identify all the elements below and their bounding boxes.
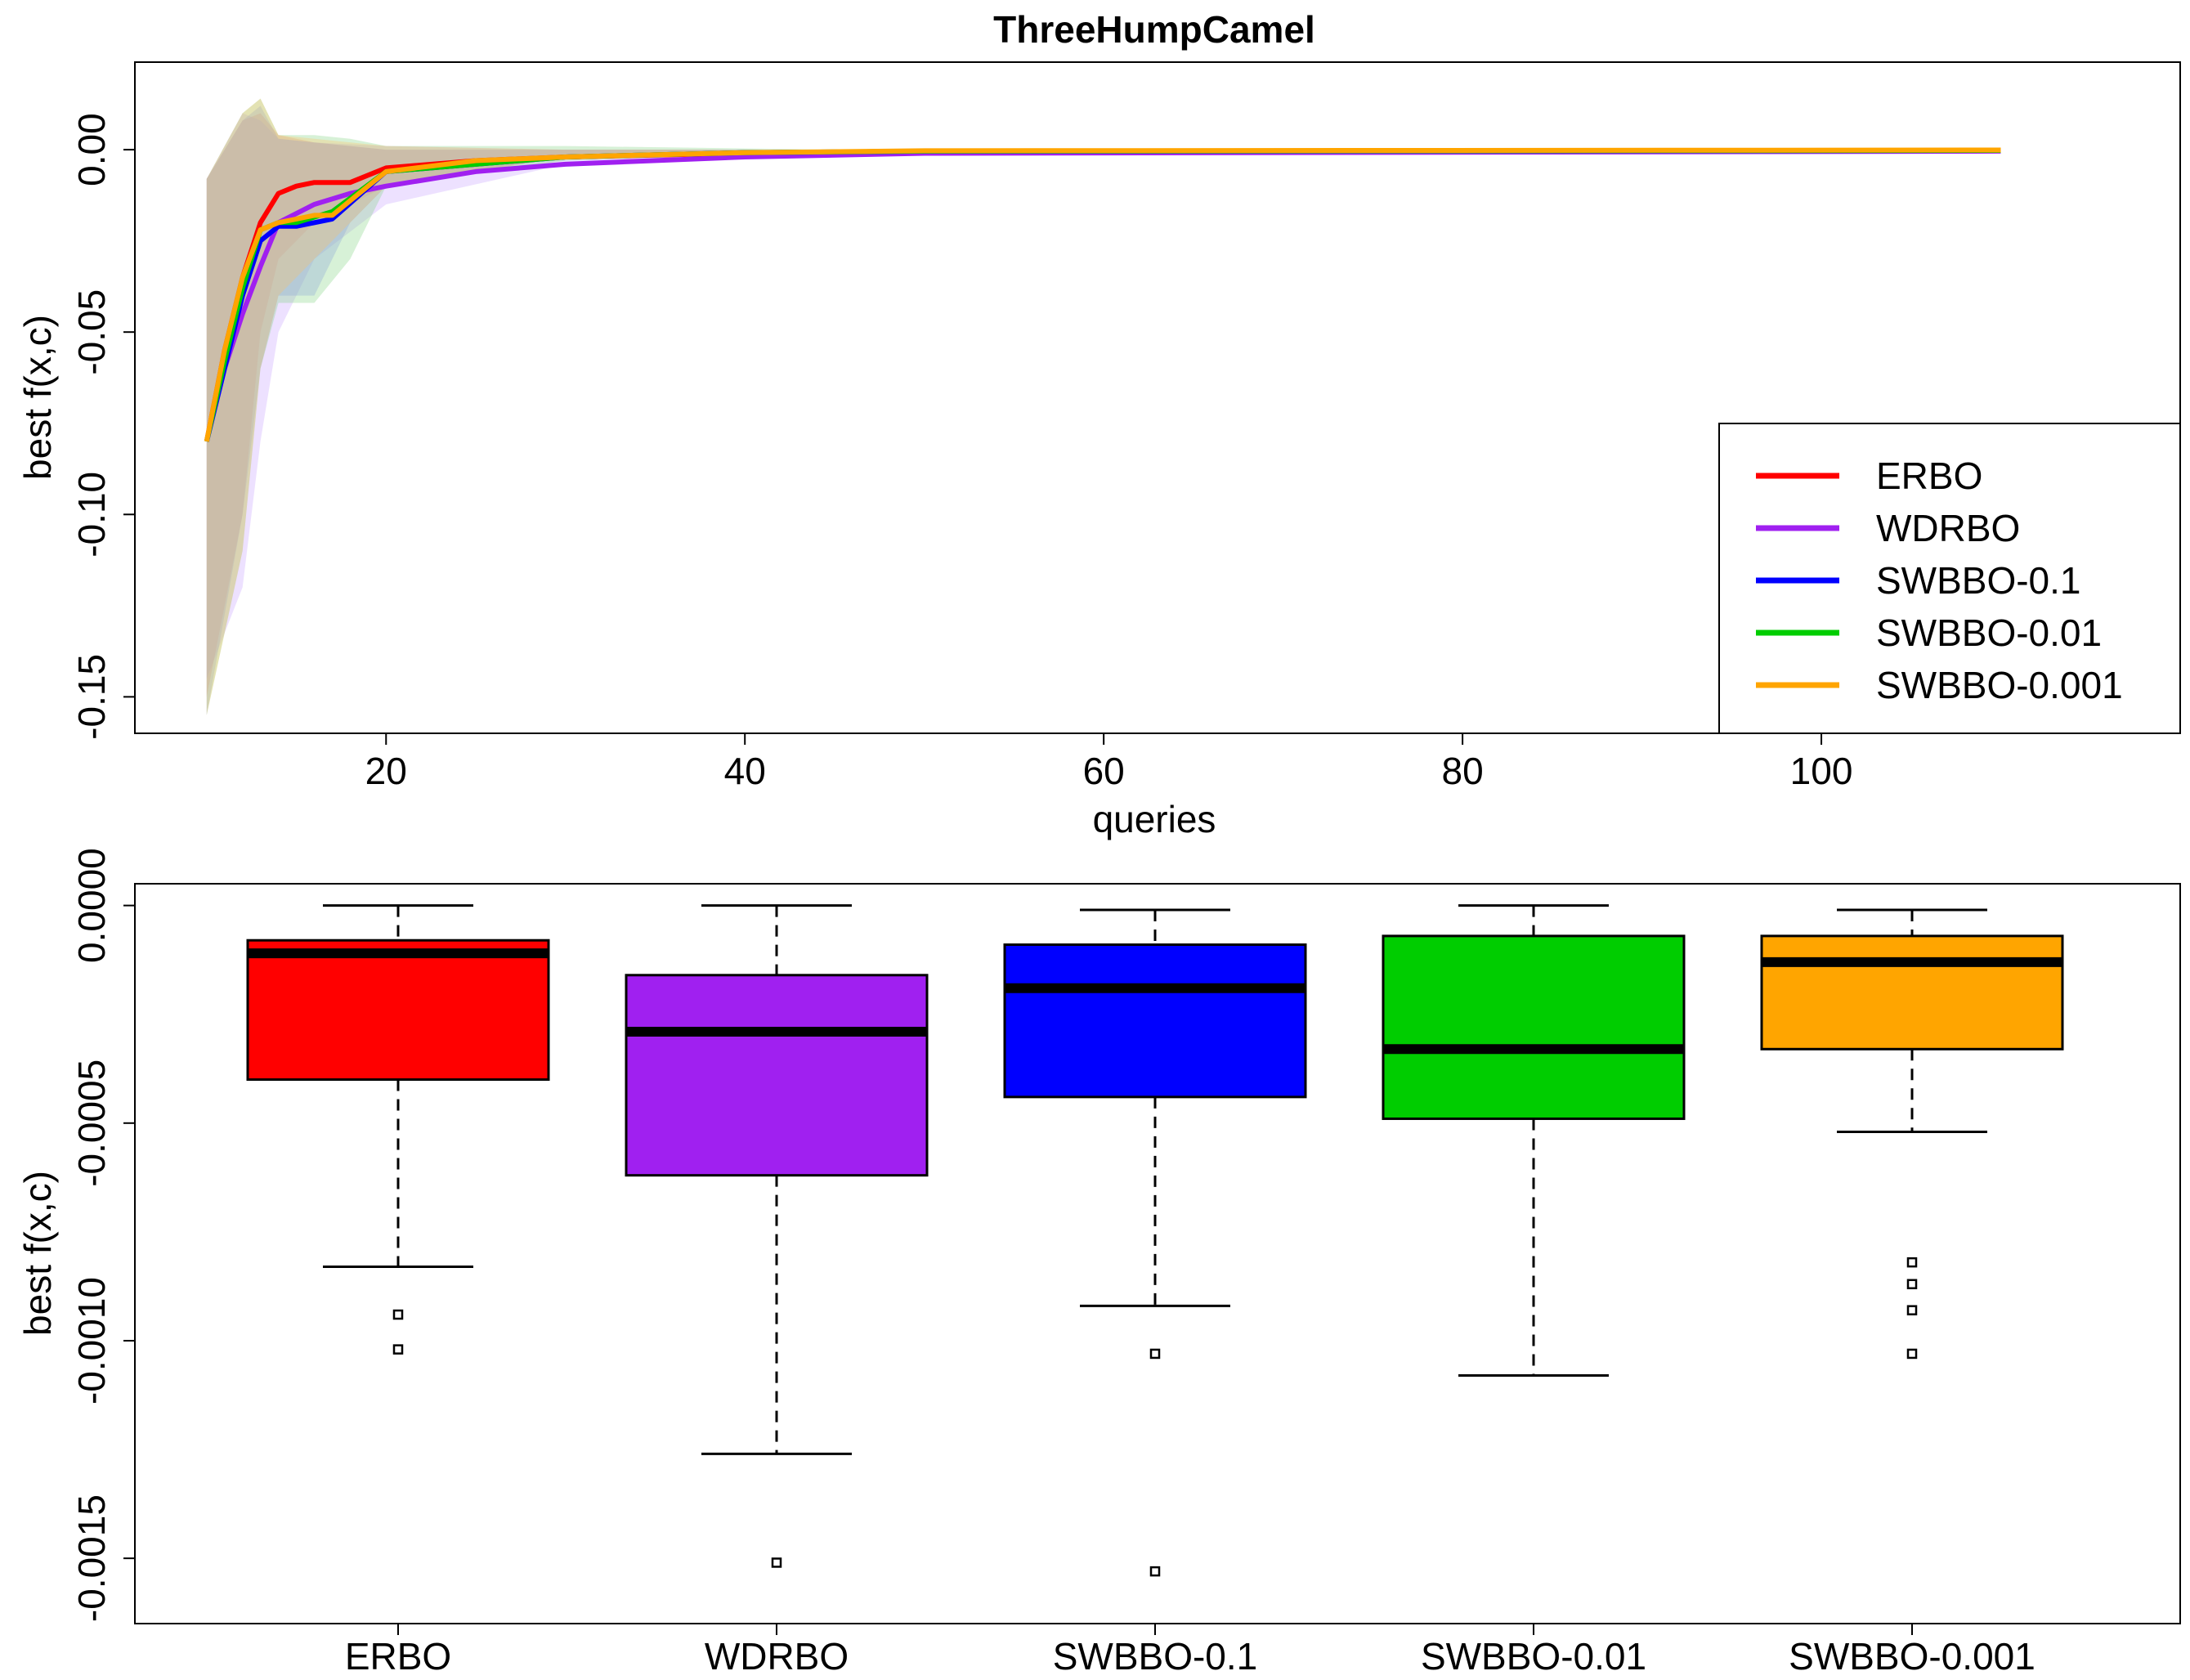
plot-frame-bottom: [134, 883, 2181, 1624]
line-chart-panel: ThreeHumpCamel 20 40 60 80 100 0.00 -0.05 -0.1…: [16, 8, 2181, 840]
legend-label: WDRBO: [1876, 507, 2020, 549]
y-tick-label-bottom: -0.0005: [70, 1060, 113, 1187]
y-axis-label-bottom: best f(x,c): [16, 1171, 59, 1336]
category-label: WDRBO: [705, 1635, 849, 1678]
y-tick-label-bottom: -0.0010: [70, 1277, 113, 1404]
category-label: SWBBO-0.001: [1789, 1635, 2035, 1678]
y-tick-label: -0.15: [70, 654, 113, 740]
x-tick-label: 60: [1083, 750, 1125, 792]
x-tick-label: 40: [724, 750, 766, 792]
outlier-swbbo-0.001: [1906, 1305, 1918, 1315]
category-label: SWBBO-0.01: [1421, 1635, 1646, 1678]
line-swbbo-0.001: [204, 147, 2001, 442]
y-tick-label: 0.00: [70, 113, 113, 186]
x-axis-label: queries: [1093, 798, 1216, 840]
box-swbbo-0.01: [1382, 934, 1686, 1120]
outlier-erbo: [392, 1344, 404, 1355]
x-tick-label: 80: [1442, 750, 1484, 792]
outlier-swbbo-0.1: [1149, 1566, 1161, 1577]
outlier-wdrbo: [771, 1557, 782, 1568]
band-swbbo-0.01: [206, 98, 2001, 715]
y-tick-label: -0.10: [70, 472, 113, 558]
line-wdrbo: [204, 148, 2001, 442]
y-tick-label-bottom: 0.0000: [70, 848, 113, 963]
category-ticks: ERBO WDRBO SWBBO-0.1 SWBBO-0.01 SWBBO-0.001: [345, 1624, 2035, 1678]
line-swbbo-0.1: [204, 148, 2001, 442]
outlier-swbbo-0.1: [1149, 1348, 1161, 1360]
legend-label: SWBBO-0.001: [1876, 664, 2123, 706]
box-erbo: [246, 939, 550, 1082]
x-axis-ticks: 20 40 60 80 100: [365, 733, 1853, 792]
series-lines: [204, 147, 2001, 442]
legend: ERBO WDRBO SWBBO-0.1 SWBBO-0.01 SWBBO-0.001: [1718, 423, 2181, 734]
box-plot-boxes: [246, 904, 2064, 1577]
outlier-erbo: [392, 1309, 404, 1320]
y-axis-ticks-bottom: 0.0000 -0.0005 -0.0010 -0.0015: [70, 848, 135, 1622]
y-tick-label-bottom: -0.0015: [70, 1494, 113, 1622]
plot-frame-top: [134, 61, 2181, 734]
y-axis-label-top: best f(x,c): [16, 315, 59, 480]
box-plot-panel: ERBO WDRBO SWBBO-0.1 SWBBO-0.01 SWBBO-0.001 …: [16, 848, 2181, 1678]
outlier-swbbo-0.001: [1906, 1257, 1918, 1268]
category-label: SWBBO-0.1: [1053, 1635, 1258, 1678]
legend-label: ERBO: [1876, 455, 1982, 497]
line-erbo: [204, 148, 2001, 442]
outlier-swbbo-0.001: [1906, 1279, 1918, 1290]
x-tick-label: 100: [1790, 750, 1853, 792]
box-swbbo-0.1: [1003, 943, 1307, 1099]
box-wdrbo: [625, 974, 929, 1177]
category-label: ERBO: [345, 1635, 451, 1678]
outlier-swbbo-0.001: [1906, 1348, 1918, 1360]
x-tick-label: 20: [365, 750, 407, 792]
y-tick-label: -0.05: [70, 289, 113, 375]
chart-title: ThreeHumpCamel: [993, 8, 1315, 51]
y-axis-ticks: 0.00 -0.05 -0.10 -0.15: [70, 113, 135, 740]
legend-label: SWBBO-0.1: [1876, 559, 2081, 602]
box-swbbo-0.001: [1760, 934, 2064, 1051]
line-swbbo-0.01: [204, 148, 2001, 442]
band-swbbo-0.001: [206, 98, 2001, 715]
legend-label: SWBBO-0.01: [1876, 612, 2102, 654]
